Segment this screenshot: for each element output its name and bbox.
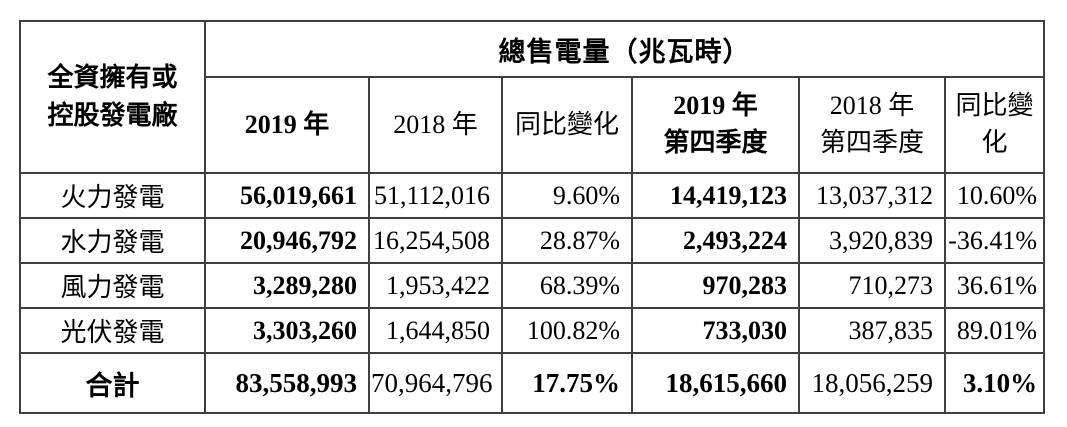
header-row-columns: 2019 年 2018 年 同比變化 2019 年 第四季度 2018 年 第四…: [20, 76, 1046, 174]
value-cell-yoy: 68.39%: [501, 262, 633, 309]
col-header-yoy: 同比變化: [501, 76, 633, 174]
value-cell-2018: 1,644,850: [368, 307, 503, 354]
corner-header-plants: 全資擁有或 控股發電廠: [19, 20, 206, 174]
group-header-total-sales: 總售電量（兆瓦時）: [203, 20, 1046, 78]
col-header-2019: 2019 年: [204, 76, 370, 174]
value-cell-2018-q4: 710,273: [798, 262, 946, 309]
value-cell-2019: 3,289,280: [204, 262, 370, 309]
row-label: 風力發電: [19, 262, 206, 309]
value-cell-yoy-q4: 36.61%: [943, 262, 1046, 309]
value-cell-yoy-q4: 10.60%: [943, 172, 1046, 219]
value-cell-2019-q4: 733,030: [631, 307, 800, 354]
value-cell-2019: 20,946,792: [204, 217, 370, 264]
value-cell-yoy: 17.75%: [501, 352, 633, 414]
value-cell-2018: 70,964,796: [368, 352, 503, 414]
electricity-sales-table: 全資擁有或 控股發電廠 總售電量（兆瓦時） 2019 年 2018 年 同比變化…: [19, 20, 1046, 414]
table-row-wind: 風力發電 3,289,280 1,953,422 68.39% 970,283 …: [19, 262, 1046, 309]
value-cell-yoy-q4: 89.01%: [943, 307, 1046, 354]
col-header-2018: 2018 年: [368, 76, 503, 174]
value-cell-2019-q4: 18,615,660: [631, 352, 800, 414]
col-header-2018-q4: 2018 年 第四季度: [798, 76, 946, 174]
row-label-total: 合計: [19, 352, 206, 414]
value-cell-2018-q4: 18,056,259: [798, 352, 946, 414]
value-cell-2018-q4: 387,835: [798, 307, 946, 354]
value-cell-2019-q4: 2,493,224: [631, 217, 800, 264]
value-cell-2018-q4: 3,920,839: [798, 217, 946, 264]
table-row-solar: 光伏發電 3,303,260 1,644,850 100.82% 733,030…: [19, 307, 1046, 354]
table-row-total: 合計 83,558,993 70,964,796 17.75% 18,615,6…: [19, 352, 1046, 414]
col-header-2019-q4: 2019 年 第四季度: [631, 76, 800, 174]
value-cell-yoy-q4: -36.41%: [943, 217, 1046, 264]
value-cell-2019: 3,303,260: [204, 307, 370, 354]
value-cell-2018: 16,254,508: [368, 217, 503, 264]
value-cell-2019-q4: 970,283: [631, 262, 800, 309]
value-cell-2018: 51,112,016: [368, 172, 503, 219]
row-label: 水力發電: [19, 217, 206, 264]
table-row-thermal: 火力發電 56,019,661 51,112,016 9.60% 14,419,…: [19, 172, 1046, 219]
col-header-yoy-q4: 同比變化: [943, 76, 1046, 174]
header-row-group: 全資擁有或 控股發電廠 總售電量（兆瓦時）: [19, 20, 1046, 174]
value-cell-2019: 56,019,661: [204, 172, 370, 219]
row-label: 火力發電: [19, 172, 206, 219]
value-cell-yoy: 9.60%: [501, 172, 633, 219]
value-cell-yoy: 28.87%: [501, 217, 633, 264]
value-cell-2018-q4: 13,037,312: [798, 172, 946, 219]
value-cell-yoy-q4: 3.10%: [943, 352, 1046, 414]
value-cell-2019-q4: 14,419,123: [631, 172, 800, 219]
table-row-hydro: 水力發電 20,946,792 16,254,508 28.87% 2,493,…: [19, 217, 1046, 264]
row-label: 光伏發電: [19, 307, 206, 354]
value-cell-2018: 1,953,422: [368, 262, 503, 309]
value-cell-yoy: 100.82%: [501, 307, 633, 354]
value-cell-2019: 83,558,993: [204, 352, 370, 414]
